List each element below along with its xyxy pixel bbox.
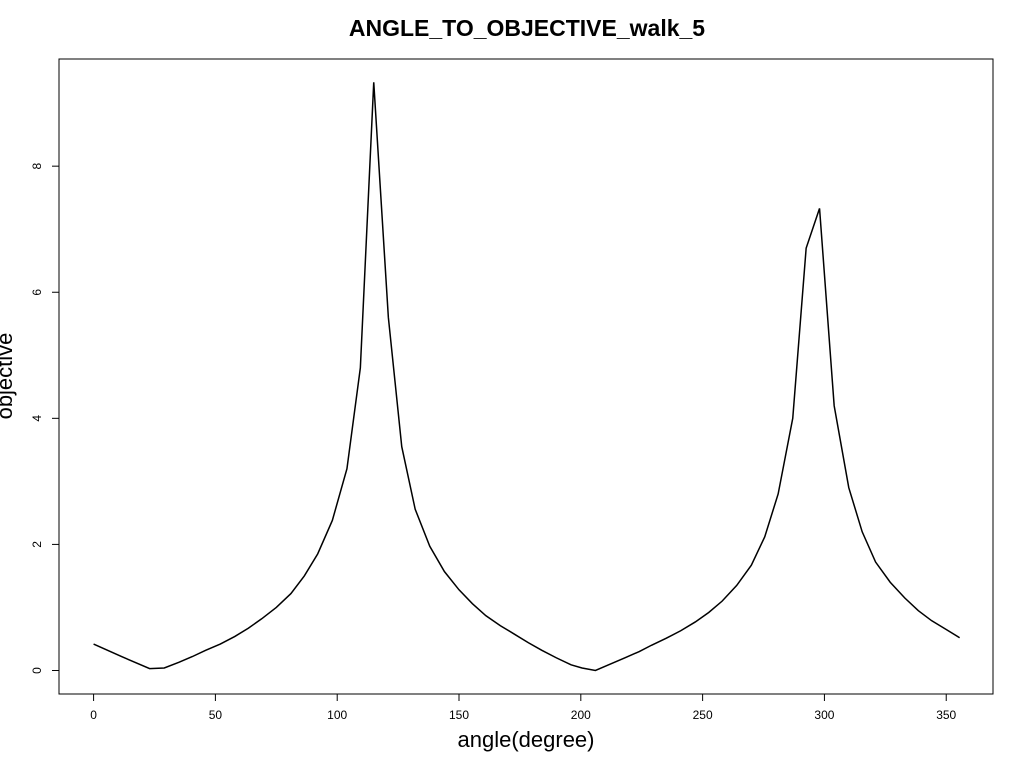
x-tick-label: 350	[936, 708, 956, 722]
y-tick-label: 0	[30, 667, 44, 674]
chart-title: ANGLE_TO_OBJECTIVE_walk_5	[349, 15, 705, 41]
x-tick-label: 150	[449, 708, 469, 722]
x-axis-title: angle(degree)	[458, 727, 595, 752]
x-tick-label: 300	[814, 708, 834, 722]
plot-frame	[58, 58, 994, 695]
line-series	[93, 82, 961, 672]
y-tick-label: 4	[30, 415, 44, 422]
y-axis-title: objective	[0, 333, 17, 420]
x-tick-label: 100	[327, 708, 347, 722]
x-tick-label: 200	[571, 708, 591, 722]
x-tick-label: 50	[209, 708, 223, 722]
y-tick-label: 6	[30, 289, 44, 296]
x-tick-label: 250	[693, 708, 713, 722]
x-tick-label: 0	[90, 708, 97, 722]
y-tick-label: 8	[30, 163, 44, 170]
y-tick-label: 2	[30, 541, 44, 548]
